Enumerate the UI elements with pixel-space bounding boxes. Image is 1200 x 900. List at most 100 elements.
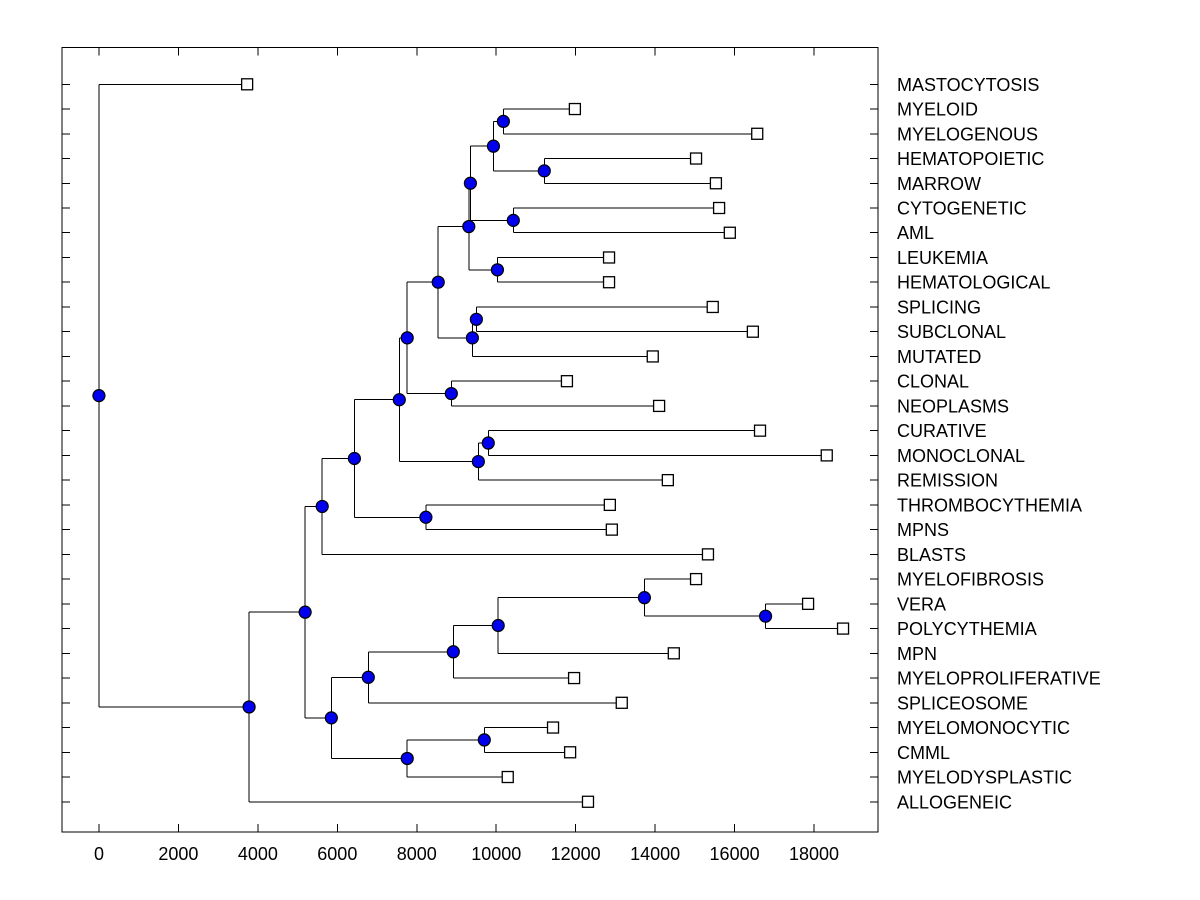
x-tick-label-6000: 6000: [317, 844, 357, 864]
node-marker-root[interactable]: [92, 389, 106, 403]
node-marker-n-curative[interactable]: [481, 436, 495, 450]
leaf-label-SUBCLONAL: SUBCLONAL: [897, 322, 1006, 342]
node-marker-n-cyto-group[interactable]: [463, 176, 477, 190]
node-marker-n-fibrosis[interactable]: [637, 591, 652, 605]
leaf-marker-AML[interactable]: [723, 226, 736, 239]
leaf-marker-MYELOPROLIFERATIVE[interactable]: [567, 671, 581, 685]
node-marker-n-leuk-group[interactable]: [462, 219, 476, 234]
node-marker-n-clonal[interactable]: [444, 386, 458, 401]
leaf-marker-SUBCLONAL[interactable]: [746, 325, 760, 338]
leaf-marker-MARROW[interactable]: [709, 177, 723, 190]
leaf-marker-MYELODYSPLASTIC[interactable]: [501, 770, 514, 784]
x-tick-label-18000: 18000: [789, 844, 839, 864]
x-tick-label-8000: 8000: [397, 844, 437, 864]
x-tick-label-16000: 16000: [710, 844, 760, 864]
leaf-label-MYELOGENOUS: MYELOGENOUS: [897, 124, 1038, 144]
leaf-marker-SPLICING[interactable]: [706, 300, 719, 314]
node-marker-n-leukemia[interactable]: [490, 263, 505, 277]
x-tick-label-12000: 12000: [551, 844, 601, 864]
leaf-label-HEMATOLOGICAL: HEMATOLOGICAL: [897, 273, 1050, 293]
leaf-label-MONOCLONAL: MONOCLONAL: [897, 446, 1025, 466]
node-marker-n-clonal-group[interactable]: [400, 331, 414, 345]
leaf-label-LEUKEMIA: LEUKEMIA: [897, 248, 988, 268]
leaf-marker-REMISSION[interactable]: [661, 473, 674, 487]
leaf-label-MYELOMONOCYTIC: MYELOMONOCYTIC: [897, 718, 1070, 738]
leaf-marker-LEUKEMIA[interactable]: [602, 251, 616, 264]
leaf-label-THROMBOCYTHEMIA: THROMBOCYTHEMIA: [897, 495, 1082, 515]
leaf-label-CURATIVE: CURATIVE: [897, 421, 987, 441]
leaf-marker-MYELOGENOUS[interactable]: [751, 127, 764, 140]
leaf-label-MPNS: MPNS: [897, 520, 949, 540]
node-marker-n-allo[interactable]: [242, 700, 256, 714]
leaf-marker-POLYCYTHEMIA[interactable]: [836, 622, 850, 635]
leaf-label-AML: AML: [897, 223, 934, 243]
node-marker-n-splicing[interactable]: [469, 312, 483, 326]
node-marker-n-myeloid[interactable]: [496, 114, 510, 129]
leaf-label-CMML: CMML: [897, 743, 950, 763]
node-marker-n-hematopoietic[interactable]: [537, 164, 551, 178]
node-marker-n-upper-lower[interactable]: [298, 605, 312, 619]
leaf-marker-MPN[interactable]: [667, 647, 680, 660]
leaf-label-NEOPLASMS: NEOPLASMS: [897, 396, 1009, 416]
leaf-marker-BLASTS[interactable]: [701, 548, 715, 561]
leaf-marker-MYELOFIBROSIS[interactable]: [689, 572, 703, 586]
leaf-label-MYELOFIBROSIS: MYELOFIBROSIS: [897, 570, 1044, 590]
leaf-marker-MPNS[interactable]: [605, 523, 618, 536]
node-marker-n-cytogenetic[interactable]: [506, 213, 520, 227]
leaf-label-ALLOGENEIC: ALLOGENEIC: [897, 792, 1012, 812]
leaf-label-SPLICING: SPLICING: [897, 297, 981, 317]
node-marker-n-mpn[interactable]: [491, 618, 505, 633]
leaf-marker-CYTOGENETIC[interactable]: [712, 201, 726, 215]
node-marker-n-mpn-group[interactable]: [324, 711, 338, 725]
leaf-label-VERA: VERA: [897, 594, 946, 614]
leaf-label-REMISSION: REMISSION: [897, 471, 998, 491]
node-marker-n-remission[interactable]: [471, 454, 485, 469]
leaf-label-MYELODYSPLASTIC: MYELODYSPLASTIC: [897, 768, 1072, 788]
node-marker-n-core[interactable]: [431, 275, 445, 289]
leaf-label-MYELOID: MYELOID: [897, 100, 978, 120]
leaf-marker-MYELOID[interactable]: [568, 102, 582, 116]
x-tick-label-4000: 4000: [238, 844, 278, 864]
leaf-label-MARROW: MARROW: [897, 174, 981, 194]
axes-box: [61, 47, 879, 833]
node-marker-n-mds[interactable]: [400, 751, 414, 766]
node-marker-n-marrow-group[interactable]: [486, 139, 501, 153]
leaf-marker-MUTATED[interactable]: [646, 350, 659, 363]
node-marker-n-vera[interactable]: [758, 609, 773, 623]
leaf-label-BLASTS: BLASTS: [897, 545, 966, 565]
leaf-marker-HEMATOPOIETIC[interactable]: [689, 152, 703, 165]
leaf-label-CLONAL: CLONAL: [897, 372, 969, 392]
node-marker-n-cmml[interactable]: [477, 733, 491, 747]
leaf-marker-CURATIVE[interactable]: [753, 424, 767, 437]
leaf-marker-ALLOGENEIC[interactable]: [581, 795, 595, 808]
leaf-marker-SPLICEOSOME[interactable]: [615, 696, 628, 709]
leaf-marker-CLONAL[interactable]: [560, 375, 574, 388]
x-tick-label-14000: 14000: [630, 844, 680, 864]
leaf-label-MUTATED: MUTATED: [897, 347, 981, 367]
x-tick-label-2000: 2000: [158, 844, 198, 864]
node-marker-n-mutated[interactable]: [465, 331, 479, 345]
x-tick-label-10000: 10000: [471, 844, 521, 864]
leaf-marker-MASTOCYTOSIS[interactable]: [240, 78, 254, 91]
leaf-marker-MYELOMONOCYTIC[interactable]: [546, 721, 560, 734]
leaf-label-MASTOCYTOSIS: MASTOCYTOSIS: [897, 75, 1039, 95]
leaf-marker-VERA[interactable]: [801, 597, 815, 610]
node-marker-n-spliceosome[interactable]: [361, 670, 375, 684]
node-marker-n-thrombo[interactable]: [419, 510, 433, 524]
leaf-marker-NEOPLASMS[interactable]: [652, 399, 666, 413]
node-marker-n-main[interactable]: [347, 451, 361, 466]
leaf-marker-THROMBOCYTHEMIA[interactable]: [603, 498, 616, 512]
leaf-marker-MONOCLONAL[interactable]: [820, 449, 833, 462]
node-marker-n-mid[interactable]: [392, 393, 406, 407]
leaf-label-SPLICEOSOME: SPLICEOSOME: [897, 693, 1028, 713]
node-marker-n-blasts[interactable]: [315, 499, 329, 514]
node-marker-n-myeloprolif[interactable]: [446, 645, 460, 659]
x-tick-label-0: 0: [94, 844, 104, 864]
leaf-label-POLYCYTHEMIA: POLYCYTHEMIA: [897, 619, 1037, 639]
leaf-label-MPN: MPN: [897, 644, 937, 664]
leaf-marker-CMML[interactable]: [563, 746, 577, 759]
leaf-label-HEMATOPOIETIC: HEMATOPOIETIC: [897, 149, 1044, 169]
leaf-marker-HEMATOLOGICAL[interactable]: [602, 276, 616, 289]
